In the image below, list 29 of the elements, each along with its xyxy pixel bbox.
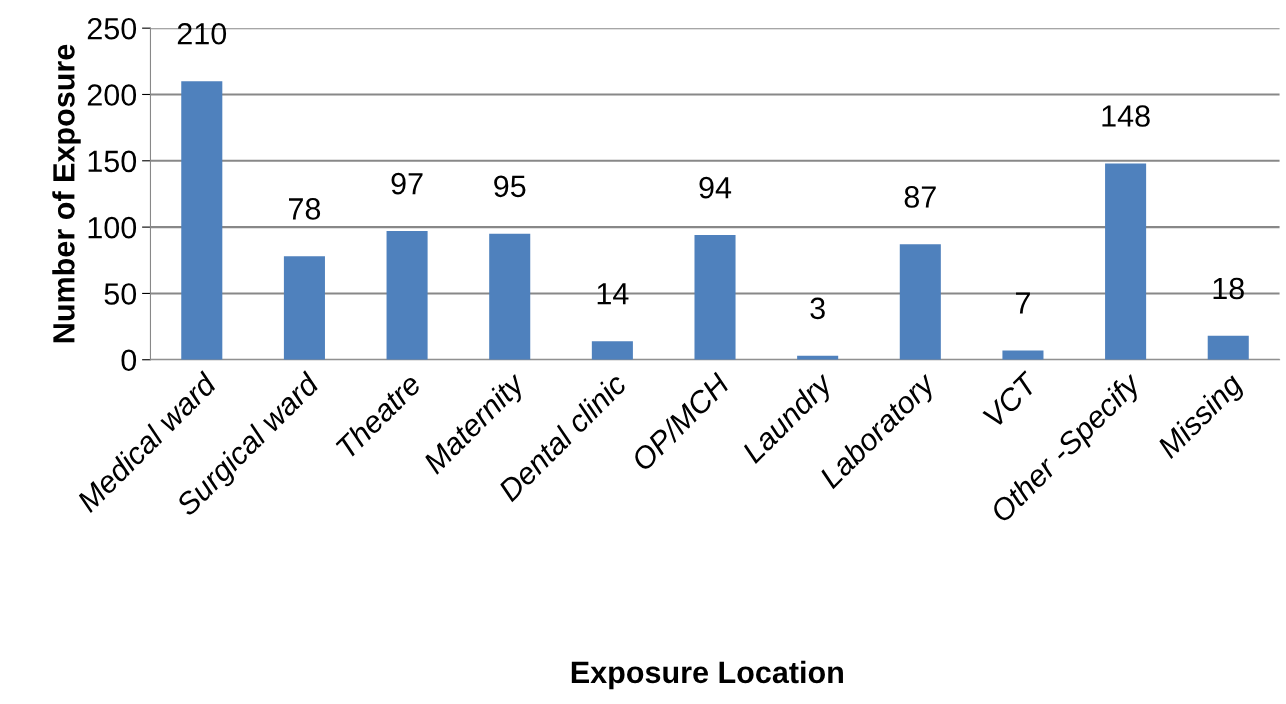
data-label: 94 bbox=[699, 176, 732, 199]
y-tick-label: 100 bbox=[88, 216, 137, 239]
bar bbox=[489, 233, 531, 360]
data-label: 7 bbox=[1016, 292, 1030, 314]
y-tick-label: 0 bbox=[121, 349, 137, 372]
data-label: 148 bbox=[1102, 105, 1150, 127]
data-label: 95 bbox=[494, 175, 526, 198]
bar bbox=[694, 235, 736, 360]
x-axis-title: Exposure Location bbox=[571, 660, 843, 690]
y-tick-label: 50 bbox=[104, 283, 137, 305]
data-label: 87 bbox=[904, 186, 936, 208]
bar bbox=[1002, 350, 1044, 360]
data-label: 78 bbox=[289, 198, 321, 220]
y-axis-title: Number of Exposure bbox=[52, 44, 81, 343]
bar bbox=[1207, 335, 1249, 360]
data-label: 97 bbox=[391, 172, 423, 195]
bar bbox=[283, 256, 325, 360]
y-tick-label: 200 bbox=[87, 84, 137, 106]
y-tick-label: 150 bbox=[88, 150, 137, 173]
data-label: 210 bbox=[177, 22, 227, 45]
data-label: 18 bbox=[1213, 277, 1244, 300]
bar bbox=[1105, 163, 1147, 360]
data-label: 3 bbox=[810, 297, 825, 320]
bar bbox=[386, 231, 428, 360]
data-label: 14 bbox=[597, 283, 629, 305]
bar bbox=[591, 341, 633, 360]
bar bbox=[181, 81, 223, 360]
y-tick-label: 250 bbox=[87, 17, 137, 40]
bar bbox=[899, 244, 941, 360]
